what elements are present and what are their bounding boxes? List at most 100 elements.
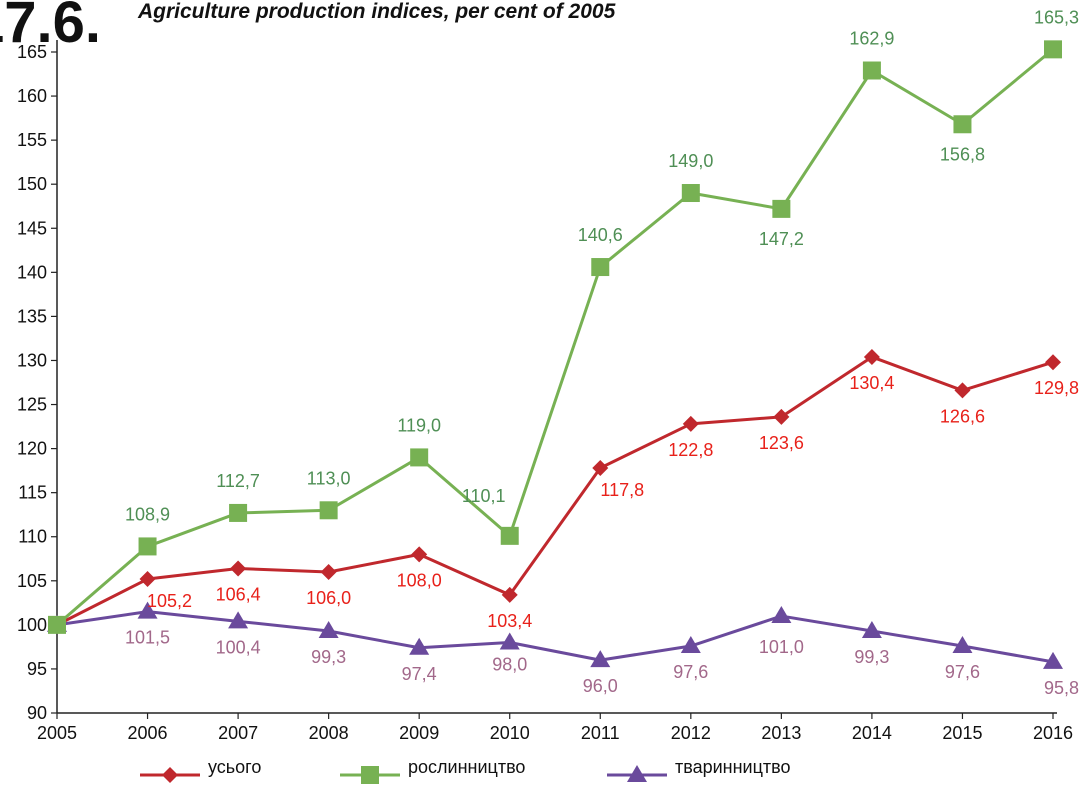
data-point <box>772 199 791 218</box>
data-label: 149,0 <box>668 151 713 171</box>
y-tick-label: 110 <box>18 527 47 547</box>
data-label: 105,2 <box>147 591 192 611</box>
data-point <box>771 606 792 624</box>
x-tick-label: 2006 <box>128 723 168 743</box>
y-tick-label: 140 <box>17 262 47 282</box>
data-point <box>863 348 880 365</box>
x-tick-label: 2016 <box>1033 723 1073 743</box>
data-point <box>954 382 971 399</box>
data-point <box>230 560 247 577</box>
data-point <box>501 586 518 603</box>
data-point <box>139 571 156 588</box>
data-label: 113,0 <box>307 468 351 488</box>
y-tick-label: 115 <box>18 483 47 503</box>
data-label: 99,3 <box>311 647 346 667</box>
y-tick-label: 160 <box>17 86 47 106</box>
y-tick-label: 130 <box>17 350 47 370</box>
data-point <box>591 258 610 277</box>
data-point <box>229 503 248 522</box>
y-tick-label: 145 <box>17 218 47 238</box>
y-tick-label: 165 <box>17 42 47 62</box>
legend-label: рослинництво <box>408 757 525 777</box>
y-tick-label: 95 <box>27 659 47 679</box>
series-line <box>56 610 1054 664</box>
data-label: 101,5 <box>125 628 170 648</box>
y-tick-label: 100 <box>17 615 47 635</box>
data-label: 98,0 <box>492 654 527 674</box>
legend-marker <box>361 766 379 784</box>
data-point <box>500 526 519 545</box>
data-label: 123,6 <box>759 433 804 453</box>
data-point <box>138 537 157 556</box>
data-point <box>953 115 972 134</box>
data-point <box>48 615 66 634</box>
data-label: 106,0 <box>306 588 351 608</box>
data-point <box>592 459 609 476</box>
legend-marker <box>627 765 647 782</box>
data-label: 106,4 <box>216 584 261 604</box>
data-point <box>773 408 790 425</box>
data-point <box>411 546 428 563</box>
series-layer <box>47 40 1063 669</box>
data-point <box>681 184 700 203</box>
data-point <box>952 636 973 654</box>
data-label: 117,8 <box>600 480 644 500</box>
data-label: 126,6 <box>940 406 985 426</box>
data-label: 162,9 <box>849 29 894 49</box>
data-label: 112,7 <box>216 471 260 491</box>
x-tick-label: 2014 <box>852 723 892 743</box>
data-point <box>590 650 611 668</box>
legend-item: тваринництво <box>607 757 791 782</box>
data-point <box>862 61 881 80</box>
data-label: 101,0 <box>759 637 804 657</box>
data-point <box>1043 651 1063 669</box>
data-label: 156,8 <box>940 144 985 164</box>
data-label: 95,8 <box>1044 678 1079 698</box>
data-point <box>680 636 701 654</box>
data-point <box>318 621 339 639</box>
data-point <box>320 563 337 580</box>
series-line <box>56 48 1054 627</box>
figure-number: 17.6. <box>0 0 101 55</box>
x-tick-label: 2015 <box>942 723 982 743</box>
legend-item: рослинництво <box>340 757 525 784</box>
y-tick-label: 90 <box>27 703 47 723</box>
data-point <box>1044 40 1062 59</box>
data-label: 99,3 <box>854 647 889 667</box>
x-tick-label: 2013 <box>761 723 801 743</box>
data-label: 140,6 <box>578 225 623 245</box>
legend-label: усього <box>208 757 261 777</box>
data-label: 100,4 <box>216 637 261 657</box>
data-label: 130,4 <box>849 373 894 393</box>
chart-title: Agriculture production indices, per cent… <box>137 0 616 23</box>
y-tick-label: 125 <box>17 395 47 415</box>
x-tick-label: 2008 <box>309 723 349 743</box>
axes: 90 95 100 105 110 115 120 125 130 135 140 145 150 155… <box>17 40 1073 743</box>
data-point <box>137 601 158 619</box>
data-point <box>409 637 430 655</box>
y-tick-label: 155 <box>17 130 47 150</box>
data-point <box>861 621 882 639</box>
data-point <box>228 611 249 629</box>
data-label: 147,2 <box>759 229 804 249</box>
data-point <box>682 415 699 432</box>
x-tick-label: 2012 <box>671 723 711 743</box>
data-label: 97,6 <box>673 662 708 682</box>
x-tick-label: 2009 <box>399 723 439 743</box>
series-diamond <box>49 348 1061 633</box>
x-tick-label: 2010 <box>490 723 530 743</box>
x-tick-label: 2007 <box>218 723 258 743</box>
data-label: 110,1 <box>462 486 506 506</box>
legend: усього рослинництво тваринництво <box>140 757 791 784</box>
data-label: 97,6 <box>945 662 980 682</box>
series-square <box>48 40 1062 634</box>
data-label: 97,4 <box>402 664 437 684</box>
data-label: 119,0 <box>397 415 441 435</box>
data-label: 108,9 <box>125 504 170 524</box>
y-tick-label: 135 <box>17 306 47 326</box>
legend-marker <box>162 767 178 783</box>
y-tick-label: 150 <box>17 174 47 194</box>
data-label: 165,3 <box>1034 7 1079 27</box>
x-tick-label: 2011 <box>581 723 620 743</box>
series-line <box>56 355 1054 627</box>
